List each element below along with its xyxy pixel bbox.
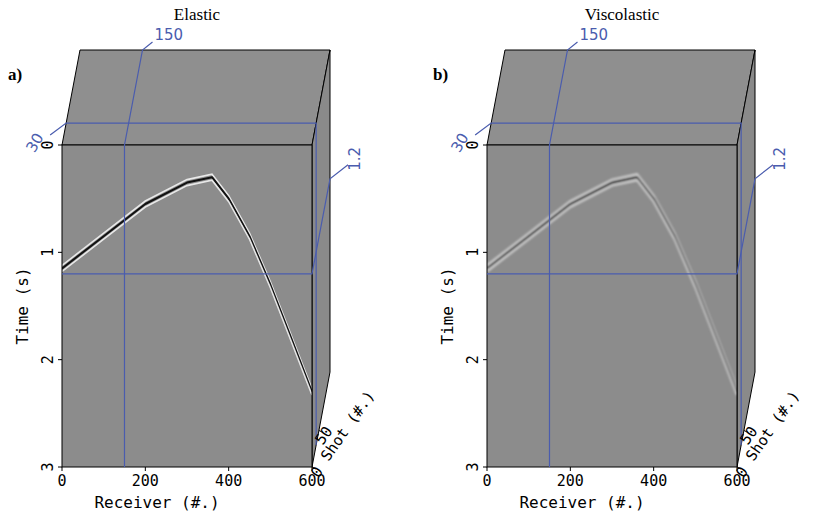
slice-label: 150: [580, 26, 609, 44]
z-axis-title: Shot (#.): [317, 387, 378, 464]
y-tick: [483, 359, 487, 360]
x-tick: [145, 467, 146, 471]
x-tick: [570, 467, 571, 471]
event-halo: [487, 174, 737, 389]
y-tick-label: 1: [39, 248, 57, 257]
panel-title: Viscolastic: [585, 5, 660, 24]
panel-letter: b): [433, 65, 448, 84]
slice-time: [487, 165, 773, 274]
z-axis-title: Shot (#.): [742, 387, 803, 464]
event-halo: [62, 174, 312, 389]
slice-receiver: [125, 42, 153, 467]
event: [487, 177, 737, 392]
y-tick: [483, 252, 487, 253]
event-halo: [487, 180, 737, 395]
y-axis-title: Time (s): [438, 267, 457, 344]
panel-title: Elastic: [174, 5, 221, 24]
event: [62, 177, 312, 392]
slice-shot: [50, 123, 316, 445]
y-tick: [483, 467, 487, 468]
slice-time: [62, 165, 348, 274]
y-tick: [58, 467, 62, 468]
y-axis-title: Time (s): [13, 267, 32, 344]
y-tick-label: 3: [39, 462, 57, 471]
y-tick: [58, 145, 62, 146]
z-tick-label: 0: [307, 463, 327, 481]
event-halo: [62, 180, 312, 395]
slice-shot: [475, 123, 741, 445]
y-tick-label: 2: [464, 355, 482, 364]
front-face: [62, 145, 312, 467]
y-tick: [483, 145, 487, 146]
top-face: [487, 50, 755, 145]
top-face: [62, 50, 330, 145]
x-tick: [62, 467, 63, 471]
slice-label: 1.2: [771, 147, 789, 171]
x-tick-label: 200: [557, 472, 584, 490]
x-tick-label: 0: [482, 472, 491, 490]
front-face: [487, 145, 737, 467]
x-axis-title: Receiver (#.): [519, 493, 644, 512]
panel: 1501.2300200400600Receiver (#.)0123Time …: [433, 5, 803, 512]
x-tick-label: 0: [57, 472, 66, 490]
x-tick-label: 400: [215, 472, 242, 490]
y-tick-label: 0: [39, 140, 57, 149]
panel-letter: a): [8, 65, 22, 84]
x-tick: [487, 467, 488, 471]
x-tick: [228, 467, 229, 471]
front-frame: [487, 145, 737, 467]
front-frame: [62, 145, 312, 467]
x-tick-label: 400: [640, 472, 667, 490]
slice-label: 1.2: [346, 147, 364, 171]
y-tick-label: 2: [39, 355, 57, 364]
slice-receiver: [550, 42, 578, 467]
x-tick-label: 200: [132, 472, 159, 490]
y-tick: [58, 252, 62, 253]
z-tick-label: 0: [732, 463, 752, 481]
panel: 1501.2300200400600Receiver (#.)0123Time …: [8, 5, 378, 512]
y-tick: [58, 359, 62, 360]
y-tick-label: 1: [464, 248, 482, 257]
slice-label: 150: [155, 26, 184, 44]
y-tick-label: 3: [464, 462, 482, 471]
x-axis-title: Receiver (#.): [94, 493, 219, 512]
y-tick-label: 0: [464, 140, 482, 149]
x-tick: [653, 467, 654, 471]
data-group: [487, 174, 737, 395]
data-group: [62, 174, 312, 395]
